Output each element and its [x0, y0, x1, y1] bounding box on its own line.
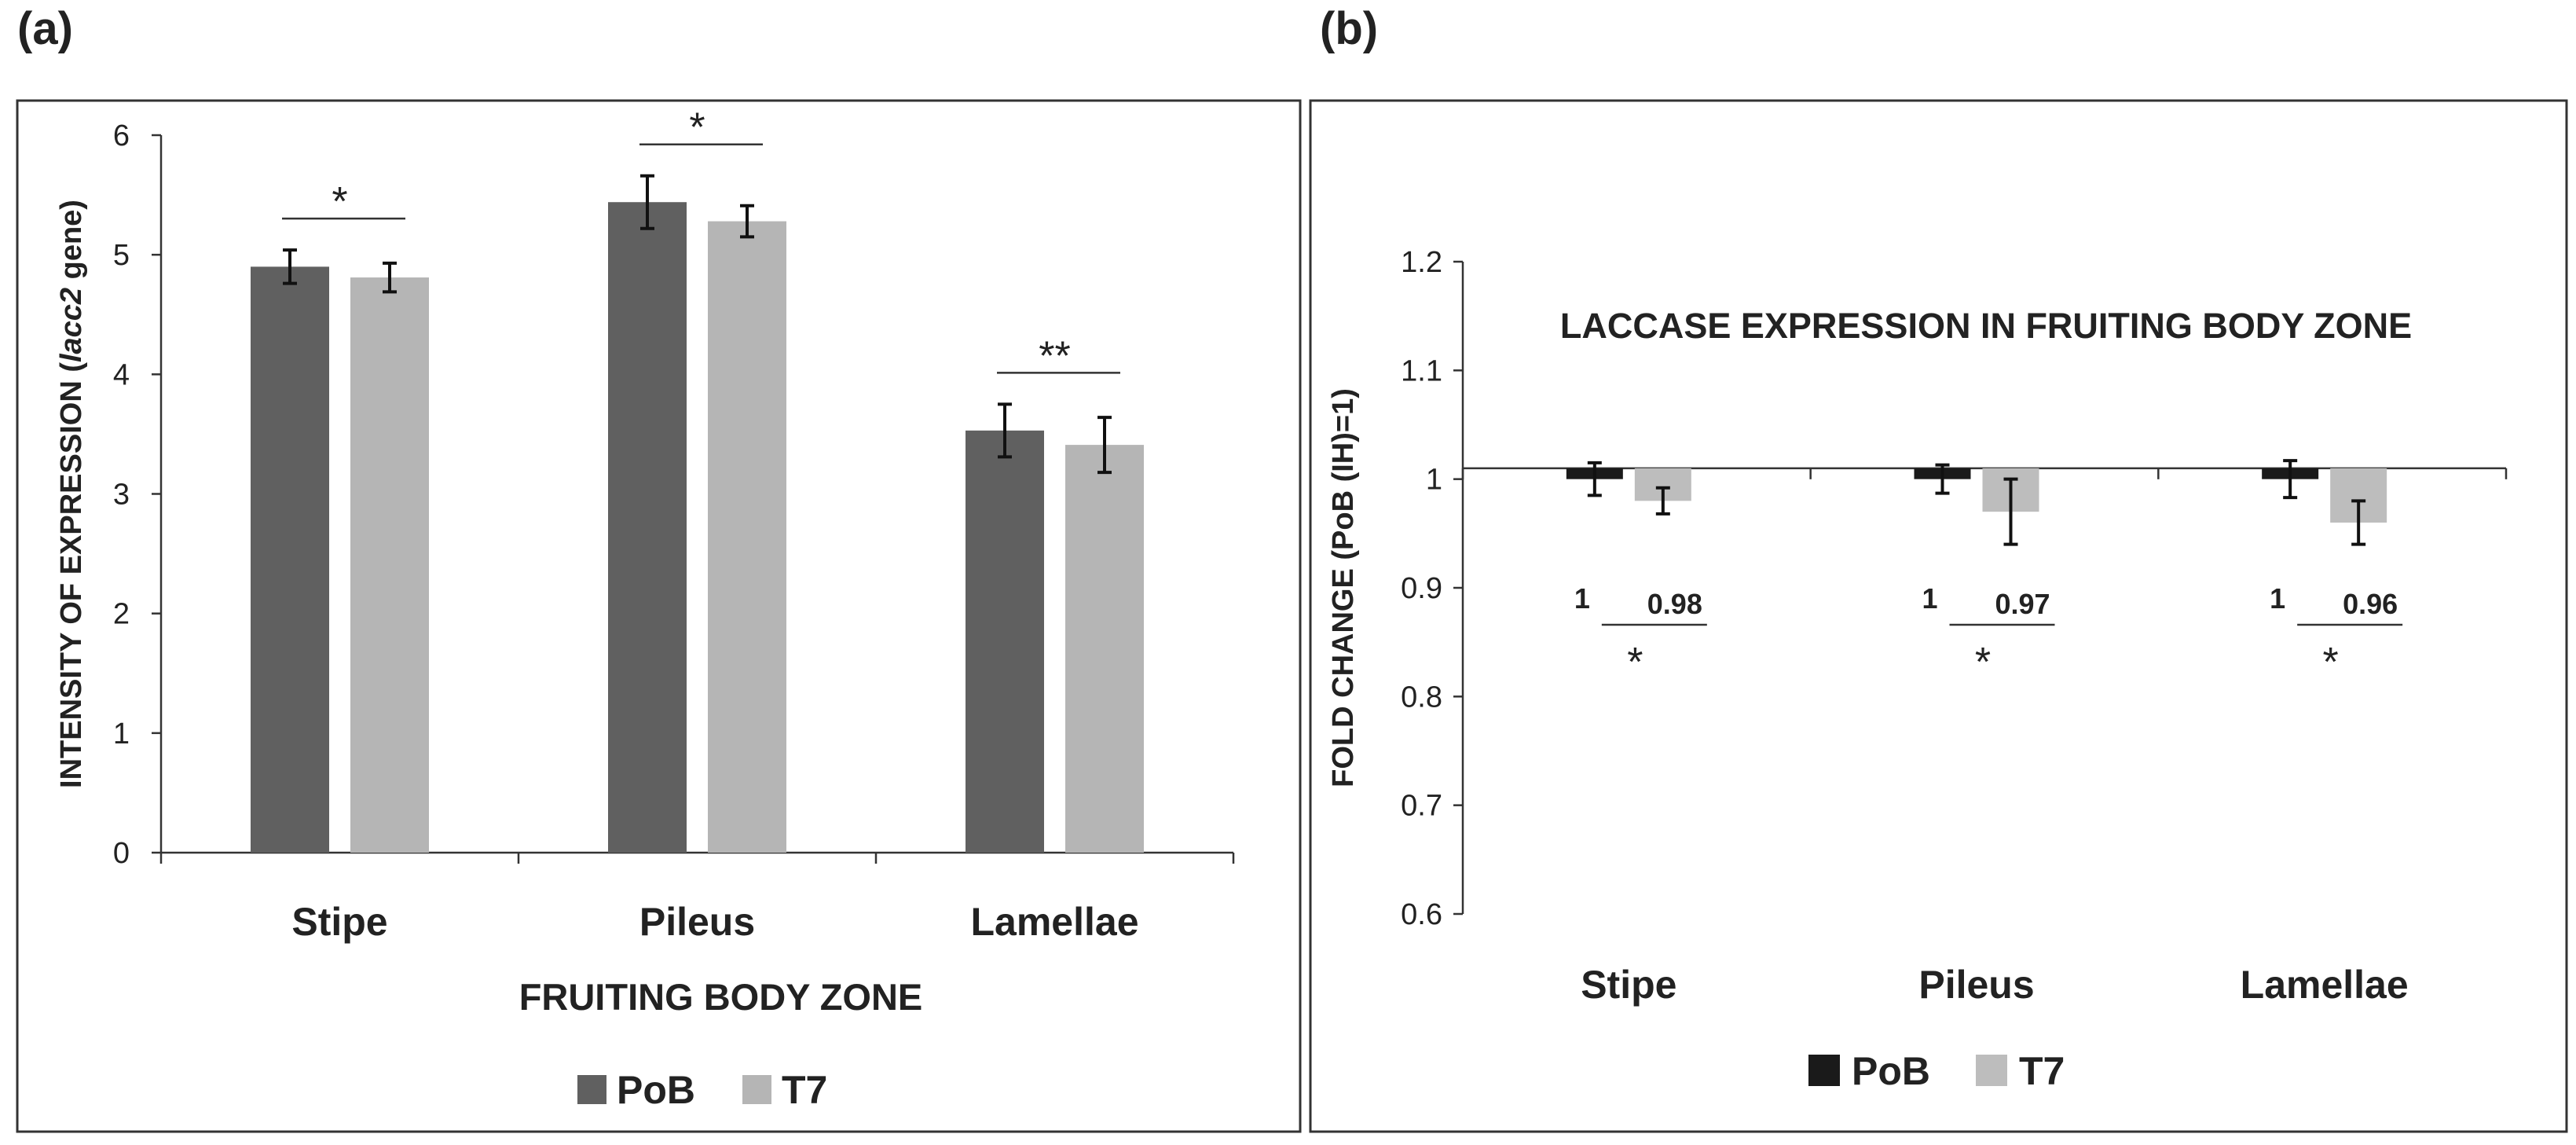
chart-b-significance-mark: * [2323, 640, 2339, 685]
chart-b-ytick-label: 1.2 [1401, 246, 1442, 279]
chart-a-ytick-label: 4 [113, 358, 130, 391]
panel-a-label: (a) [17, 3, 73, 54]
chart-a-ytick-label: 5 [113, 239, 130, 272]
chart-a-category-label: Stipe [291, 900, 387, 944]
chart-a-bar-t7 [350, 277, 429, 853]
chart-b-ytick-label: 1 [1426, 464, 1442, 497]
chart-b-ytick-label: 0.7 [1401, 790, 1442, 823]
chart-a-legend-label-pob: PoB [617, 1068, 695, 1112]
chart-b-value-label-t7: 0.96 [2343, 588, 2398, 620]
chart-b-value-label-pob: 1 [2270, 582, 2285, 615]
chart-a-category-label: Lamellae [970, 900, 1138, 944]
chart-a-ytick-label: 3 [113, 479, 130, 512]
chart-b-value-label-pob: 1 [1574, 582, 1590, 615]
chart-b-legend-label-t7: T7 [2019, 1049, 2065, 1093]
chart-b-ytick-label: 1.1 [1401, 354, 1442, 387]
chart-a-bar-t7 [708, 221, 786, 853]
chart-a-y-axis-title-part: INTENSITY OF EXPRESSION ( [55, 362, 88, 788]
chart-b-ytick-label: 0.8 [1401, 681, 1442, 714]
chart-a-significance-mark: * [332, 179, 347, 225]
chart-a: 0 1 2 3 4 5 6 Stipe * Pileus * Lamellae ** INTENSITY … [55, 105, 1235, 1112]
chart-b-category-label: Stipe [1581, 963, 1676, 1007]
chart-a-ytick-label: 0 [113, 837, 130, 870]
chart-a-significance-mark: * [689, 105, 705, 151]
chart-a-category-label: Pileus [639, 900, 755, 944]
chart-a-legend-swatch-pob [577, 1075, 606, 1104]
chart-a-legend-swatch-t7 [742, 1075, 771, 1104]
chart-b-significance-mark: * [1975, 640, 1991, 685]
chart-b-ytick-label: 0.9 [1401, 572, 1442, 605]
chart-a-bar-pob [608, 202, 687, 853]
chart-b-legend-swatch-t7 [1976, 1055, 2007, 1086]
panel-b-frame [1309, 99, 2568, 1133]
chart-a-ytick-label: 6 [113, 119, 130, 152]
chart-b-significance-mark: * [1627, 640, 1643, 685]
chart-a-ytick-label: 1 [113, 717, 130, 750]
panel-a-frame [16, 99, 1302, 1133]
chart-a-significance-mark: ** [1039, 333, 1070, 379]
chart-b-y-axis-title: FOLD CHANGE (PoB (IH)=1) [1327, 388, 1360, 787]
chart-a-bar-t7 [1065, 445, 1144, 853]
chart-a-y-axis-title: INTENSITY OF EXPRESSION (lacc2 gene) [55, 200, 88, 788]
chart-b-legend-label-pob: PoB [1852, 1049, 1930, 1093]
chart-a-bar-pob [251, 266, 329, 853]
chart-b-category-label: Lamellae [2241, 963, 2409, 1007]
chart-b-category-label: Pileus [1918, 963, 2034, 1007]
chart-a-ytick-label: 2 [113, 598, 130, 631]
chart-b-legend-swatch-pob [1808, 1055, 1840, 1086]
chart-a-legend-label-t7: T7 [782, 1068, 827, 1112]
panel-b-label: (b) [1320, 3, 1379, 54]
chart-b-value-label-t7: 0.97 [1995, 588, 2050, 620]
chart-b-title: LACCASE EXPRESSION IN FRUITING BODY ZONE [1560, 306, 2412, 346]
chart-a-x-axis-title: FRUITING BODY ZONE [519, 976, 923, 1018]
chart-b-value-label-t7: 0.98 [1647, 588, 1702, 620]
chart-a-bar-pob [966, 430, 1044, 853]
chart-a-y-axis-title-part: lacc2 [55, 288, 88, 362]
chart-b-value-label-pob: 1 [1922, 582, 1937, 615]
chart-b: 0.6 0.7 0.8 0.9 1 1.1 1.2 FOLD CHANGE (PoB (IH)… [1327, 246, 2508, 1093]
chart-a-y-axis-title-part: gene) [55, 200, 88, 288]
chart-b-ytick-label: 0.6 [1401, 898, 1442, 931]
